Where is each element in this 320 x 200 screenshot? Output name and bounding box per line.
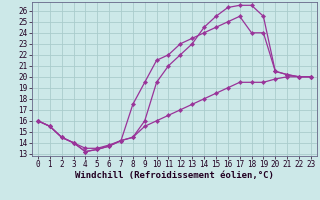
X-axis label: Windchill (Refroidissement éolien,°C): Windchill (Refroidissement éolien,°C) bbox=[75, 171, 274, 180]
